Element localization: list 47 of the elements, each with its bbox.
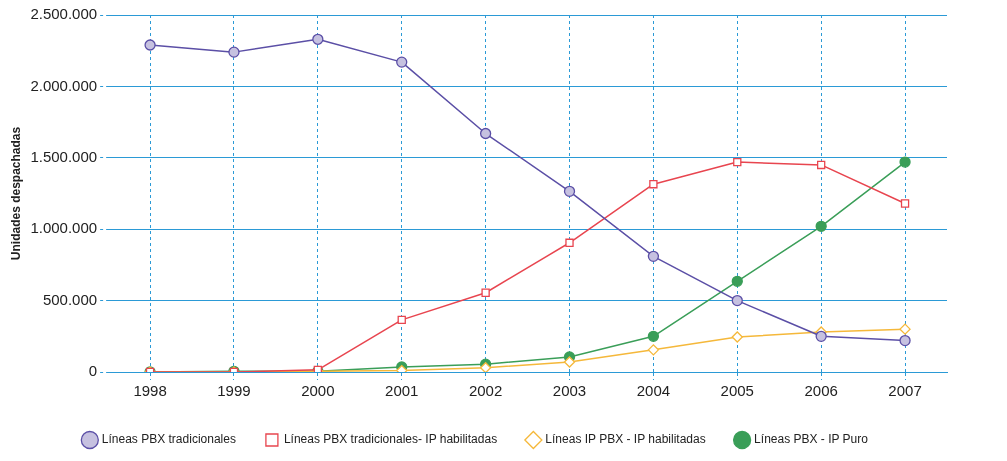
y-tick-label: 2.500.000 — [30, 5, 98, 23]
y-tick-label: 1.500.000 — [30, 147, 98, 165]
point — [815, 220, 827, 232]
point — [731, 294, 743, 307]
x-tick-label: 2000 — [301, 382, 335, 400]
point — [144, 39, 156, 51]
x-tick-label: 2005 — [720, 382, 754, 400]
point — [733, 157, 742, 167]
point — [731, 331, 743, 343]
point — [731, 275, 743, 287]
point — [649, 180, 658, 189]
point — [816, 160, 826, 170]
point — [815, 330, 827, 342]
y-tick-label: 2.000.000 — [30, 76, 98, 94]
x-tick-label: 2003 — [552, 382, 587, 400]
point — [228, 46, 240, 58]
x-tick-label: 2001 — [385, 382, 419, 400]
point — [899, 156, 911, 168]
y-tick-label: 500.000 — [42, 290, 98, 308]
point — [900, 199, 910, 208]
legend-label: Líneas PBX - IP Puro — [754, 432, 869, 447]
point — [647, 344, 660, 356]
y-axis-title: Unidades despachadas — [8, 126, 23, 261]
legend-label: Líneas PBX tradicionales- IP habilitadas — [283, 432, 498, 447]
x-tick-label: 2006 — [804, 382, 838, 400]
point — [565, 238, 574, 247]
y-tick-label: 1.000.000 — [30, 219, 98, 237]
x-tick-label: 2007 — [888, 382, 922, 400]
point — [479, 362, 492, 372]
point — [899, 334, 911, 347]
point — [647, 250, 660, 262]
legend-label: Líneas PBX tradicionales — [101, 432, 236, 447]
point — [312, 33, 324, 45]
point — [563, 356, 576, 368]
x-tick-label: 1998 — [133, 382, 167, 400]
x-tick-label: 1999 — [217, 382, 251, 400]
point — [647, 330, 660, 342]
point — [479, 127, 492, 140]
point — [481, 288, 490, 297]
point — [397, 315, 406, 325]
legend-label: Líneas IP PBX - IP habilitadas — [545, 432, 706, 447]
x-tick-label: 2002 — [468, 382, 503, 400]
point — [563, 185, 576, 198]
point — [899, 323, 911, 335]
x-tick-label: 2004 — [636, 382, 671, 400]
y-tick-label: 0 — [88, 362, 98, 380]
point — [396, 56, 408, 68]
